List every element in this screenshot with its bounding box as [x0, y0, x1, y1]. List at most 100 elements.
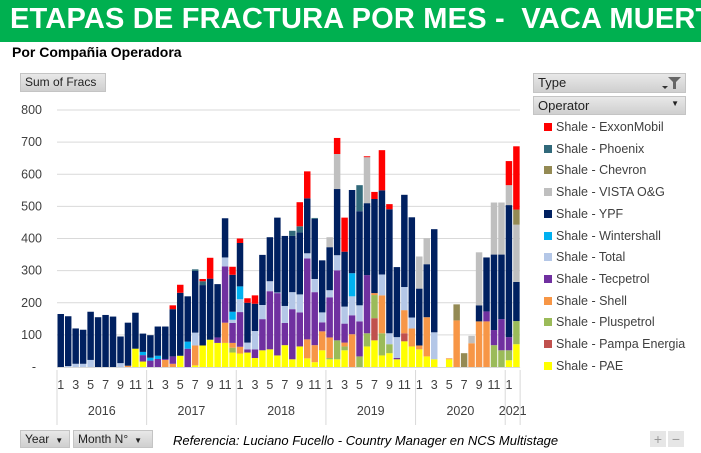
collapse-field-button[interactable]: −	[668, 431, 684, 447]
bar-segment	[326, 290, 333, 298]
bar-segment	[139, 333, 147, 352]
bar-segment	[371, 198, 378, 294]
bar-segment	[304, 339, 311, 359]
bar-segment	[416, 256, 423, 289]
bar-segment	[304, 253, 311, 259]
operator-legend-field-button[interactable]: Operator ▼	[533, 96, 686, 115]
bar-segment	[289, 359, 296, 367]
month-tick-label: 7	[371, 378, 378, 392]
bar-segment	[483, 257, 490, 312]
month-tick-label: 1	[326, 378, 333, 392]
legend-item[interactable]: Shale - Wintershall	[544, 228, 661, 244]
bar-segment	[431, 332, 438, 360]
bar-segment	[318, 312, 326, 323]
legend-item[interactable]: Shale - Chevron	[544, 162, 646, 178]
bar-segment	[445, 359, 453, 367]
type-filter-button[interactable]: Type	[533, 73, 686, 93]
bar-segment	[169, 356, 177, 364]
bar-segment	[460, 353, 468, 367]
bar-segment	[401, 341, 408, 367]
bar-segment	[229, 342, 236, 348]
bar-segment	[386, 209, 393, 334]
legend-item[interactable]: Shale - ExxonMobil	[544, 119, 664, 135]
month-tick-label: 5	[446, 378, 453, 392]
bar-segment	[281, 305, 289, 323]
bar-segment	[498, 202, 505, 255]
bar-segment	[221, 266, 229, 323]
bar-segment	[311, 345, 318, 363]
legend-item[interactable]: Shale - YPF	[544, 206, 623, 222]
legend-item[interactable]: Shale - PAE	[544, 358, 623, 374]
bar-segment	[341, 350, 348, 367]
bar-segment	[124, 322, 132, 366]
bar-segment	[401, 310, 408, 334]
bar-segment	[378, 333, 386, 356]
bar-segment	[274, 293, 281, 356]
bar-segment	[513, 224, 520, 282]
bar-segment	[296, 232, 304, 295]
month-tick-label: 9	[207, 378, 214, 392]
month-tick-label: 5	[266, 378, 273, 392]
operator-field-label: Operator	[538, 98, 590, 113]
legend-swatch	[544, 253, 552, 262]
bar-segment	[505, 185, 513, 206]
legend-item[interactable]: Shale - Pampa Energia	[544, 336, 685, 352]
bar-segment	[475, 252, 483, 306]
bar-segment	[333, 189, 341, 256]
month-tick-label: 11	[488, 378, 501, 392]
legend-swatch	[544, 318, 552, 327]
bar-segment	[333, 359, 341, 367]
legend-label: Shale - YPF	[556, 206, 624, 221]
year-axis-field-button[interactable]: Year ▼	[20, 430, 70, 448]
bar-segment	[281, 345, 289, 367]
legend-label: Shale - Wintershall	[556, 228, 661, 243]
legend-item[interactable]: Shale - Phoenix	[544, 141, 644, 157]
bar-segment	[124, 365, 132, 367]
bar-segment	[333, 154, 341, 190]
month-tick-label: 11	[308, 378, 321, 392]
bar-segment	[79, 363, 87, 367]
bar-segment	[221, 257, 229, 267]
year-label: 2020	[446, 404, 474, 418]
bar-segment	[289, 235, 296, 293]
month-tick-label: 9	[476, 378, 483, 392]
bar-segment	[423, 317, 430, 357]
bar-segment	[356, 211, 363, 306]
bar-segment	[371, 295, 378, 319]
bar-segment	[162, 326, 169, 359]
bar-segment	[333, 255, 341, 271]
bar-segment	[147, 360, 154, 367]
bar-segment	[266, 281, 274, 292]
bar-segment	[244, 349, 251, 353]
bar-segment	[154, 355, 162, 359]
bar-segment	[475, 305, 483, 322]
month-axis-field-button[interactable]: Month N° ▼	[73, 430, 153, 448]
legend-item[interactable]: Shale - Total	[544, 249, 625, 265]
bar-segment	[505, 161, 513, 186]
bar-segment	[423, 238, 430, 265]
bar-segment	[513, 321, 520, 345]
legend-item[interactable]: Shale - VISTA O&G	[544, 184, 665, 200]
legend-item[interactable]: Shale - Tecpetrol	[544, 271, 650, 287]
legend-item[interactable]: Shale - Shell	[544, 293, 627, 309]
bar-segment	[311, 278, 318, 293]
bar-segment	[221, 322, 229, 343]
dropdown-arrow-icon: ▼	[671, 99, 679, 108]
bar-segment	[266, 237, 274, 282]
sum-of-fracs-field-button[interactable]: Sum of Fracs	[20, 73, 106, 92]
legend-item[interactable]: Shale - Pluspetrol	[544, 314, 655, 330]
bar-segment	[274, 355, 281, 367]
bar-segment	[371, 293, 378, 296]
bar-segment	[401, 287, 408, 311]
bar-segment	[206, 278, 214, 340]
bar-segment	[341, 306, 348, 324]
bar-segment	[423, 264, 430, 318]
bar-segment	[363, 203, 371, 276]
legend-swatch	[544, 361, 552, 370]
bar-segment	[251, 331, 259, 350]
bar-segment	[348, 273, 356, 297]
expand-field-button[interactable]: +	[650, 431, 666, 447]
bar-segment	[363, 275, 371, 334]
bar-segment	[326, 237, 333, 248]
